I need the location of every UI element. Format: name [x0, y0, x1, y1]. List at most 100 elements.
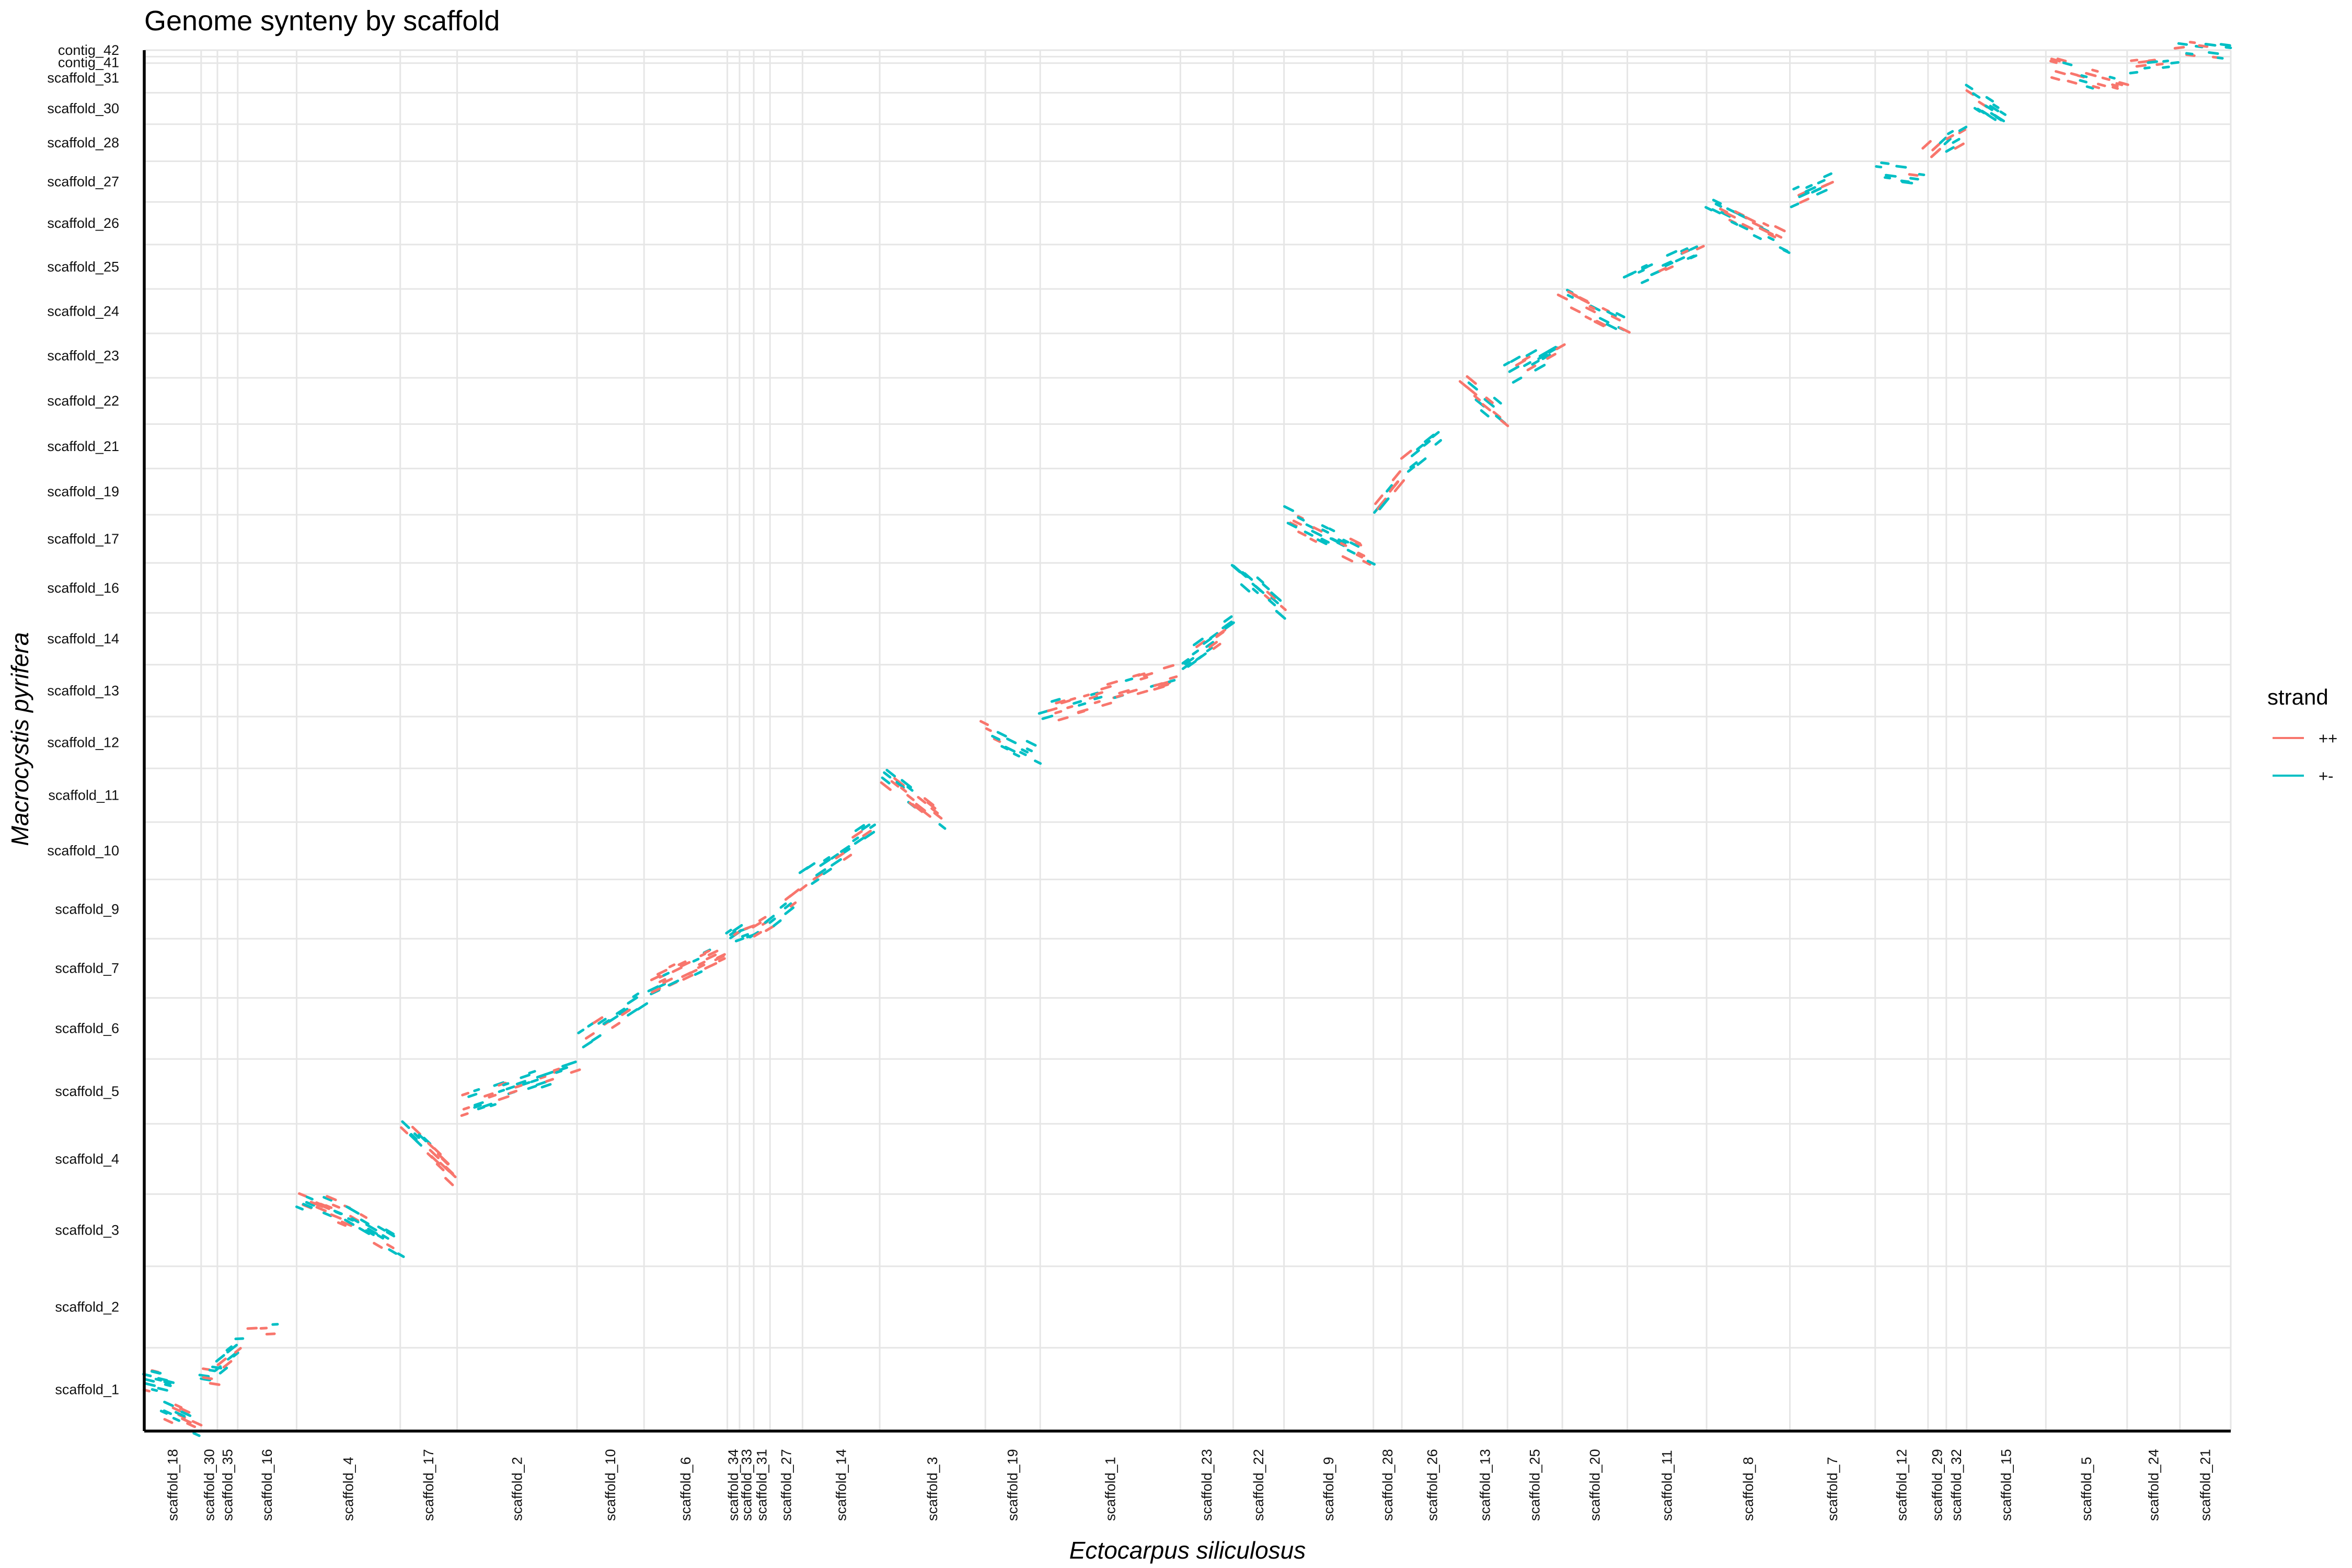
- synteny-point: [1212, 642, 1221, 650]
- synteny-point: [650, 974, 661, 982]
- synteny-point: [1588, 305, 1596, 310]
- x-tick-label: scaffold_10: [603, 1449, 618, 1521]
- synteny-point: [1823, 180, 1834, 188]
- y-tick-label: scaffold_13: [47, 683, 119, 698]
- synteny-point: [218, 1366, 228, 1375]
- synteny-point: [1376, 498, 1388, 511]
- synteny-point: [1958, 125, 1968, 132]
- synteny-point: [1526, 364, 1537, 372]
- synteny-point: [144, 1382, 156, 1387]
- synteny-point: [1197, 652, 1207, 660]
- synteny-point: [401, 1120, 410, 1129]
- y-tick-label: scaffold_11: [48, 787, 119, 803]
- synteny-point: [1521, 355, 1531, 362]
- synteny-point: [1566, 294, 1574, 299]
- y-tick-labels: scaffold_1 scaffold_2 scaffold_3 scaffold_4…: [47, 42, 119, 1397]
- synteny-point: [881, 776, 891, 785]
- synteny-point: [672, 966, 683, 973]
- synteny-point: [157, 1387, 168, 1392]
- synteny-point: [1500, 419, 1509, 428]
- synteny-point: [179, 1407, 191, 1414]
- synteny-point: [1792, 186, 1800, 191]
- synteny-point: [694, 970, 703, 976]
- synteny-point: [386, 1243, 395, 1250]
- synteny-point: [1340, 542, 1347, 547]
- synteny-point: [1579, 297, 1590, 304]
- synteny-point: [473, 1101, 484, 1107]
- synteny-point: [1744, 215, 1756, 223]
- synteny-point: [1209, 632, 1219, 640]
- x-tick-label: scaffold_31: [754, 1449, 770, 1521]
- synteny-point: [1054, 710, 1063, 714]
- synteny-point: [322, 1205, 330, 1210]
- synteny-point: [358, 1227, 371, 1236]
- synteny-point: [1316, 538, 1328, 546]
- synteny-point: [1391, 470, 1402, 481]
- synteny-point: [1297, 516, 1305, 522]
- synteny-point: [344, 1218, 355, 1226]
- synteny-point: [662, 972, 670, 977]
- y-tick-label: scaffold_30: [47, 101, 119, 117]
- synteny-point: [1584, 315, 1592, 321]
- synteny-point: [2129, 71, 2139, 75]
- x-tick-label: scaffold_30: [201, 1449, 217, 1521]
- synteny-point: [414, 1139, 423, 1147]
- synteny-point: [1884, 174, 1897, 178]
- synteny-point: [1664, 261, 1674, 268]
- synteny-point: [429, 1149, 440, 1159]
- synteny-point: [710, 962, 718, 967]
- synteny-point: [1139, 676, 1148, 681]
- legend: strand ++ +-: [2267, 685, 2337, 785]
- synteny-point: [1918, 172, 1926, 177]
- synteny-point: [1374, 494, 1383, 505]
- synteny-point: [1115, 694, 1124, 698]
- synteny-point: [555, 1069, 563, 1074]
- legend-label-plus-minus: +-: [2319, 767, 2333, 785]
- synteny-point: [174, 1411, 186, 1418]
- synteny-point: [734, 937, 745, 942]
- synteny-point: [677, 960, 687, 966]
- synteny-point: [1342, 538, 1350, 544]
- synteny-point: [930, 807, 939, 815]
- synteny-point: [993, 737, 1001, 743]
- x-tick-label: scaffold_20: [1587, 1449, 1602, 1521]
- synteny-point: [1680, 247, 1689, 253]
- synteny-point: [2096, 83, 2106, 87]
- synteny-point: [315, 1206, 327, 1213]
- synteny-point: [545, 1078, 555, 1083]
- synteny-point: [2092, 85, 2101, 89]
- synteny-point: [1823, 172, 1832, 178]
- synteny-point: [163, 1418, 174, 1424]
- x-tick-label: scaffold_11: [1659, 1450, 1675, 1521]
- synteny-point: [861, 823, 871, 831]
- synteny-point: [1416, 443, 1424, 451]
- y-tick-label: scaffold_25: [47, 259, 119, 274]
- synteny-point: [1289, 521, 1298, 527]
- synteny-point: [851, 830, 863, 839]
- synteny-point: [2135, 64, 2147, 68]
- synteny-point: [667, 979, 679, 987]
- synteny-point: [707, 949, 719, 956]
- synteny-point: [854, 836, 865, 845]
- synteny-point: [789, 901, 797, 908]
- synteny-point: [552, 1067, 560, 1072]
- synteny-point: [527, 1085, 537, 1090]
- synteny-point: [159, 1410, 168, 1415]
- synteny-point: [1741, 223, 1754, 230]
- synteny-point: [852, 836, 859, 843]
- synteny-point: [1720, 211, 1731, 218]
- synteny-point: [365, 1223, 377, 1231]
- synteny-point: [1143, 672, 1154, 677]
- synteny-point: [413, 1132, 420, 1139]
- synteny-point: [883, 771, 892, 779]
- grid-layer: [144, 49, 2232, 1431]
- synteny-point: [540, 1083, 552, 1089]
- x-tick-label: scaffold_35: [220, 1449, 235, 1521]
- synteny-point: [1262, 583, 1270, 591]
- synteny-point: [2118, 81, 2129, 86]
- synteny-point: [259, 1327, 268, 1330]
- synteny-point: [996, 731, 1007, 737]
- synteny-point: [895, 781, 905, 789]
- synteny-point: [608, 1014, 619, 1023]
- synteny-point: [535, 1080, 548, 1087]
